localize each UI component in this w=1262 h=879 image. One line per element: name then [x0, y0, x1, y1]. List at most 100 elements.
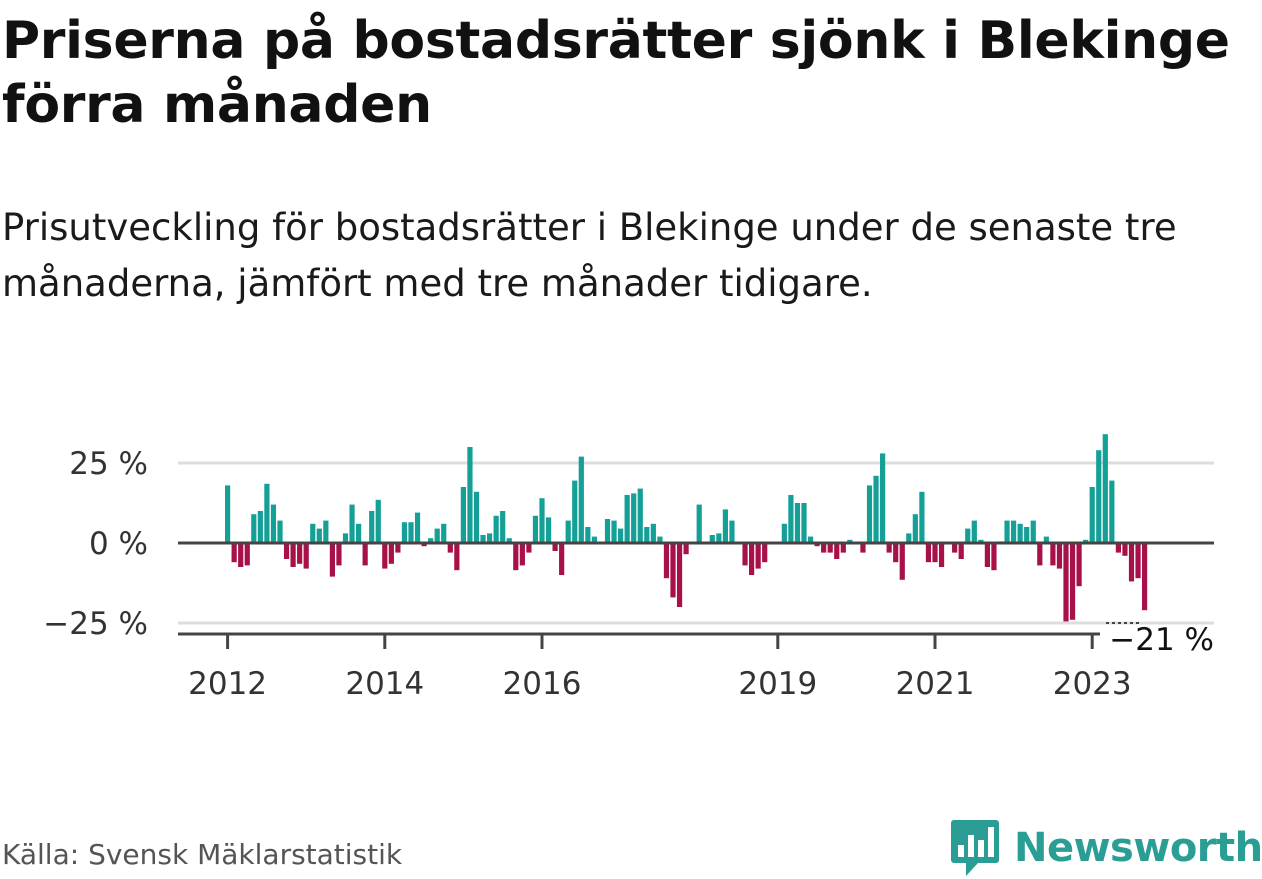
- bar: [408, 522, 414, 543]
- bar: [1135, 543, 1141, 579]
- bar: [1037, 543, 1043, 566]
- source-note: Källa: Svensk Mäklarstatistik: [2, 838, 403, 871]
- x-tick-label: 2021: [896, 666, 975, 702]
- x-tick-label: 2012: [188, 666, 267, 702]
- bar: [794, 503, 801, 543]
- bar: [480, 535, 486, 543]
- bar: [1096, 450, 1102, 543]
- bar: [781, 523, 787, 543]
- bar: [388, 543, 394, 564]
- bar: [552, 543, 558, 551]
- bar: [264, 483, 270, 543]
- y-tick-label: 25 %: [69, 446, 148, 482]
- brand-name: Newsworthy: [1014, 825, 1262, 871]
- bar: [1024, 527, 1030, 543]
- bar: [447, 543, 453, 553]
- bar: [591, 536, 597, 543]
- bar: [847, 539, 853, 543]
- bar: [604, 519, 611, 543]
- bar: [336, 543, 342, 566]
- bar: [225, 485, 231, 543]
- bar: [1043, 536, 1049, 543]
- bar: [1069, 543, 1076, 620]
- bar: [1063, 543, 1069, 622]
- bar: [526, 543, 532, 553]
- bars: [225, 434, 1148, 622]
- bar: [932, 543, 938, 563]
- bar: [893, 543, 899, 563]
- bar: [238, 543, 244, 567]
- bar: [1083, 539, 1089, 543]
- bar: [991, 543, 997, 571]
- bar: [807, 536, 814, 543]
- bar: [1011, 520, 1017, 543]
- bar: [500, 511, 506, 543]
- bar: [899, 543, 905, 580]
- bar: [244, 543, 250, 566]
- bar: [539, 498, 545, 543]
- bar: [716, 533, 722, 543]
- bar: [467, 447, 473, 543]
- bar: [395, 543, 401, 553]
- bar: [1122, 543, 1128, 556]
- x-tick-label: 2014: [345, 666, 424, 702]
- bar: [801, 503, 807, 543]
- bar: [1004, 520, 1010, 543]
- newsworthy-logo[interactable]: Newsworthy: [950, 818, 1262, 878]
- bar: [1056, 543, 1063, 569]
- bar: [1076, 543, 1082, 587]
- bar: [971, 520, 977, 543]
- bar: [545, 517, 552, 543]
- bar: [349, 504, 355, 543]
- bar: [578, 456, 584, 543]
- bar: [696, 504, 702, 543]
- bar: [303, 543, 309, 569]
- bar: [565, 520, 571, 543]
- bar: [722, 509, 728, 543]
- bar: [631, 493, 637, 543]
- bar: [834, 543, 840, 559]
- bar: [342, 533, 349, 543]
- newsworthy-bar-chart-icon: [951, 820, 999, 876]
- bar: [650, 523, 656, 543]
- bar: [860, 543, 866, 553]
- bar: [382, 543, 388, 569]
- bar: [441, 523, 447, 543]
- bar: [428, 538, 434, 543]
- bar: [886, 543, 892, 553]
- bar: [473, 491, 480, 543]
- chart-subtitle: Prisutveckling för bostadsrätter i Bleki…: [2, 206, 1177, 306]
- bar: [572, 480, 578, 543]
- bar: [532, 515, 539, 543]
- bar: [487, 533, 493, 543]
- bar: [866, 485, 873, 543]
- bar: [356, 523, 362, 543]
- bar: [657, 536, 663, 543]
- bar: [519, 543, 525, 566]
- bar: [329, 543, 335, 577]
- bar: [1142, 543, 1148, 611]
- bar: [1109, 480, 1115, 543]
- bar: [814, 543, 820, 547]
- bar: [251, 514, 257, 543]
- bar: [742, 543, 748, 566]
- bar: [290, 543, 296, 567]
- bar: [821, 543, 827, 553]
- bar: [1128, 543, 1135, 582]
- bar: [316, 528, 322, 543]
- bar: [618, 528, 624, 543]
- axes: 2012 2014 2016 2019 2021 2023 −21 %: [178, 541, 1214, 702]
- bar: [323, 520, 329, 543]
- bar: [729, 520, 735, 543]
- gridlines: 25 % 0 % −25 %: [43, 446, 1214, 642]
- bar: [277, 520, 283, 543]
- bar: [257, 511, 263, 543]
- bar: [984, 543, 990, 567]
- x-tick-label: 2023: [1053, 666, 1132, 702]
- y-tick-label: −25 %: [43, 606, 148, 642]
- bar: [624, 495, 630, 543]
- bar: [873, 475, 879, 543]
- bar: [506, 538, 512, 543]
- y-tick-label: 0 %: [89, 526, 148, 562]
